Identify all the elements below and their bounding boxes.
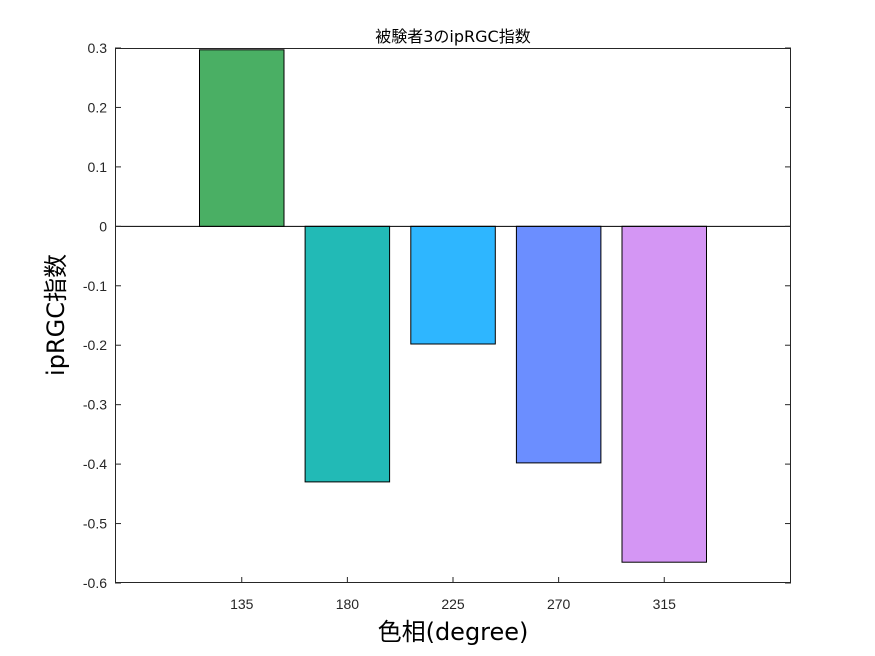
y-tick-label: -0.3 bbox=[83, 397, 107, 413]
y-tick-label: -0.2 bbox=[83, 337, 107, 353]
x-tick-label: 315 bbox=[653, 596, 677, 612]
x-tick-label: 180 bbox=[336, 596, 360, 612]
y-axis-label: ipRGC指数 bbox=[42, 254, 70, 376]
y-tick-label: 0 bbox=[99, 218, 107, 234]
x-tick-label: 225 bbox=[441, 596, 465, 612]
bar-270 bbox=[516, 226, 601, 463]
bar-225 bbox=[411, 226, 496, 344]
bar-135 bbox=[200, 50, 285, 227]
chart-title: 被験者3のipRGC指数 bbox=[375, 27, 530, 46]
y-tick-label: 0.3 bbox=[88, 40, 108, 56]
x-axis-label: 色相(degree) bbox=[378, 618, 529, 646]
bar-180 bbox=[305, 226, 390, 482]
x-tick-label: 270 bbox=[547, 596, 571, 612]
y-tick-label: -0.1 bbox=[83, 278, 107, 294]
x-tick-label: 135 bbox=[230, 596, 254, 612]
y-tick-label: 0.1 bbox=[88, 159, 108, 175]
bar-315 bbox=[622, 226, 707, 562]
y-tick-label: -0.6 bbox=[83, 575, 107, 591]
y-tick-label: -0.4 bbox=[83, 456, 107, 472]
y-tick-label: 0.2 bbox=[88, 99, 108, 115]
y-tick-label: -0.5 bbox=[83, 516, 107, 532]
